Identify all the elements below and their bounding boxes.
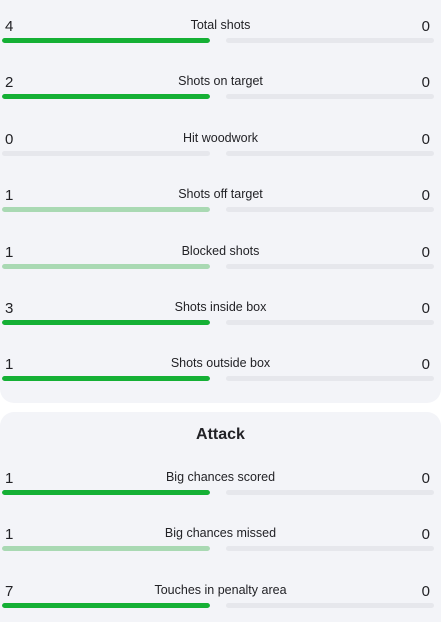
section-title: Attack <box>196 426 245 443</box>
away-bar-track <box>226 603 434 608</box>
stat-row-big-chances-scored: 1 Big chances scored 0 <box>0 469 441 509</box>
stat-label: Shots inside box <box>174 300 267 314</box>
stat-row-shots-inside-box: 3 Shots inside box 0 <box>0 299 441 339</box>
home-bar-track <box>2 490 210 495</box>
home-value: 1 <box>5 470 14 487</box>
home-bar-fill <box>2 94 210 99</box>
shots-card: 4 Total shots 0 2 Shots on target 0 0 Hi… <box>0 0 441 403</box>
home-bar-fill <box>2 546 210 551</box>
stat-label: Touches in penalty area <box>154 583 287 597</box>
stat-row-big-chances-missed: 1 Big chances missed 0 <box>0 525 441 565</box>
away-value: 0 <box>421 526 430 543</box>
away-value: 0 <box>421 187 430 204</box>
away-value: 0 <box>421 300 430 317</box>
home-value: 1 <box>5 187 14 204</box>
away-bar-track <box>226 264 434 269</box>
away-bar-track <box>226 546 434 551</box>
home-bar-fill <box>2 207 210 212</box>
stat-row-shots-outside-box: 1 Shots outside box 0 <box>0 355 441 395</box>
stat-label: Big chances scored <box>165 470 276 484</box>
home-bar-track <box>2 546 210 551</box>
away-value: 0 <box>421 244 430 261</box>
away-bar-track <box>226 320 434 325</box>
home-value: 1 <box>5 526 14 543</box>
stat-row-shots-off-target: 1 Shots off target 0 <box>0 186 441 226</box>
home-value: 0 <box>5 131 14 148</box>
away-bar-track <box>226 151 434 156</box>
stat-row-hit-woodwork: 0 Hit woodwork 0 <box>0 130 441 170</box>
home-bar-track <box>2 94 210 99</box>
away-bar-track <box>226 38 434 43</box>
home-bar-track <box>2 603 210 608</box>
away-bar-track <box>226 490 434 495</box>
home-value: 4 <box>5 18 14 35</box>
home-bar-track <box>2 38 210 43</box>
home-bar-fill <box>2 376 210 381</box>
home-value: 3 <box>5 300 14 317</box>
home-bar-track <box>2 320 210 325</box>
home-bar-fill <box>2 38 210 43</box>
stat-label: Total shots <box>190 18 251 32</box>
home-bar-track <box>2 207 210 212</box>
away-value: 0 <box>421 131 430 148</box>
home-bar-fill <box>2 603 210 608</box>
away-value: 0 <box>421 470 430 487</box>
away-value: 0 <box>421 356 430 373</box>
away-bar-track <box>226 376 434 381</box>
stat-label: Shots off target <box>178 187 263 201</box>
stat-row-blocked-shots: 1 Blocked shots 0 <box>0 243 441 283</box>
home-value: 7 <box>5 583 14 600</box>
home-bar-fill <box>2 264 210 269</box>
stat-row-shots-on-target: 2 Shots on target 0 <box>0 73 441 113</box>
away-bar-track <box>226 207 434 212</box>
stat-row-total-shots: 4 Total shots 0 <box>0 17 441 57</box>
away-value: 0 <box>421 18 430 35</box>
away-value: 0 <box>421 583 430 600</box>
stat-label: Shots on target <box>178 74 263 88</box>
home-bar-fill <box>2 490 210 495</box>
home-bar-fill <box>2 320 210 325</box>
stat-label: Big chances missed <box>164 526 277 540</box>
attack-card: Attack 1 Big chances scored 0 1 Big chan… <box>0 412 441 622</box>
home-value: 1 <box>5 244 14 261</box>
stat-label: Shots outside box <box>170 356 271 370</box>
home-bar-track <box>2 376 210 381</box>
home-value: 2 <box>5 74 14 91</box>
stat-label: Hit woodwork <box>182 131 259 145</box>
stat-row-touches-in-penalty-area: 7 Touches in penalty area 0 <box>0 582 441 622</box>
stat-label: Blocked shots <box>181 244 260 258</box>
home-bar-track <box>2 264 210 269</box>
away-value: 0 <box>421 74 430 91</box>
away-bar-track <box>226 94 434 99</box>
home-bar-track <box>2 151 210 156</box>
home-value: 1 <box>5 356 14 373</box>
